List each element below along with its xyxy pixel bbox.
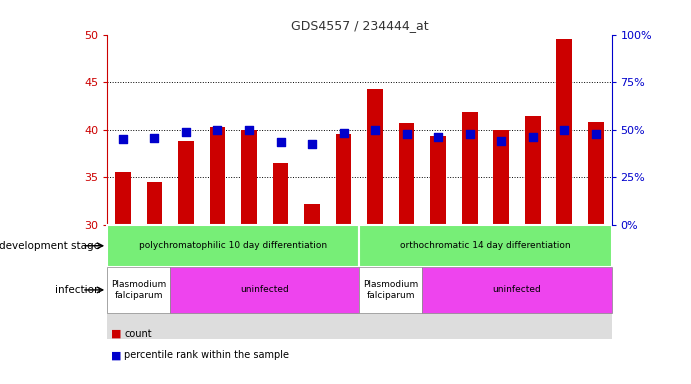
Point: [590, 131, 601, 137]
Bar: [146, 182, 162, 225]
Text: uninfected: uninfected: [240, 285, 289, 295]
Bar: [359, 225, 612, 267]
Bar: [367, 89, 383, 225]
Point: [527, 134, 538, 140]
Bar: [170, 267, 359, 313]
Title: GDS4557 / 234444_at: GDS4557 / 234444_at: [290, 19, 428, 32]
Bar: [209, 127, 225, 225]
Bar: [556, 39, 572, 225]
Point: [307, 141, 318, 147]
Point: [370, 127, 381, 133]
Bar: [588, 122, 604, 225]
Point: [117, 136, 129, 142]
Point: [464, 131, 475, 137]
Point: [401, 131, 412, 137]
Text: Plasmodium
falciparum: Plasmodium falciparum: [111, 280, 167, 300]
Bar: [399, 123, 415, 225]
Point: [243, 127, 254, 133]
Bar: [493, 130, 509, 225]
Text: percentile rank within the sample: percentile rank within the sample: [124, 350, 290, 360]
Text: development stage: development stage: [0, 241, 100, 251]
Bar: [336, 134, 352, 225]
Point: [275, 139, 286, 145]
Bar: [430, 136, 446, 225]
Point: [180, 129, 191, 136]
Bar: [422, 267, 612, 313]
Bar: [107, 267, 170, 313]
Bar: [525, 116, 540, 225]
Point: [433, 134, 444, 140]
Bar: [178, 141, 193, 225]
Text: polychromatophilic 10 day differentiation: polychromatophilic 10 day differentiatio…: [139, 241, 328, 250]
Point: [559, 127, 570, 133]
Text: orthochromatic 14 day differentiation: orthochromatic 14 day differentiation: [400, 241, 571, 250]
Bar: [359, 267, 422, 313]
Bar: [107, 225, 359, 267]
Text: infection: infection: [55, 285, 100, 295]
Text: count: count: [124, 329, 152, 339]
Point: [149, 135, 160, 141]
Bar: [107, 225, 612, 339]
Bar: [304, 204, 320, 225]
Text: uninfected: uninfected: [493, 285, 541, 295]
Text: ■: ■: [111, 329, 121, 339]
Text: Plasmodium
falciparum: Plasmodium falciparum: [363, 280, 419, 300]
Bar: [115, 172, 131, 225]
Point: [495, 138, 507, 144]
Point: [338, 130, 349, 136]
Text: ■: ■: [111, 350, 121, 360]
Bar: [241, 130, 257, 225]
Bar: [462, 111, 477, 225]
Point: [212, 127, 223, 133]
Bar: [273, 163, 288, 225]
